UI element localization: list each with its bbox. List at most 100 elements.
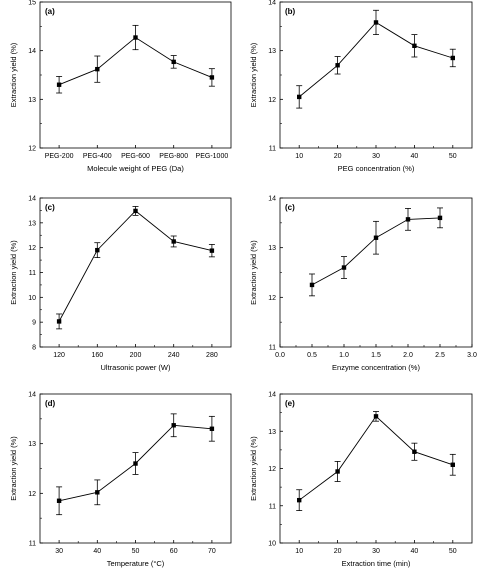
y-tick-label: 10 — [28, 295, 36, 302]
x-tick-label: 50 — [132, 548, 140, 555]
y-tick-label: 14 — [268, 0, 276, 7]
data-point-marker — [335, 63, 340, 68]
data-point-marker — [133, 208, 138, 214]
x-tick-label: 10 — [295, 548, 303, 555]
series-line — [298, 415, 453, 501]
data-point-marker — [171, 423, 176, 428]
data-point-marker — [209, 426, 215, 431]
x-tick-label: 0.0 — [275, 352, 285, 359]
x-axis-title: Ultrasonic power (W) — [100, 363, 171, 372]
panel-label: (c) — [285, 203, 295, 212]
y-tick-label: 12 — [268, 466, 276, 473]
data-point-marker — [95, 66, 100, 72]
y-tick-label: 13 — [28, 97, 36, 104]
x-tick-label: PEG-400 — [83, 153, 112, 160]
data-point-marker — [133, 461, 138, 466]
y-tick-label: 13 — [268, 429, 276, 436]
data-point-marker — [133, 35, 138, 40]
data-point-marker — [373, 414, 379, 419]
y-axis-title: Extraction yield (%) — [9, 436, 18, 501]
y-tick-label: 13 — [268, 245, 276, 252]
y-tick-label: 13 — [268, 48, 276, 55]
x-tick-label: 240 — [168, 352, 180, 359]
x-tick-label: 280 — [206, 352, 218, 359]
x-tick-label: 30 — [372, 548, 380, 555]
x-tick-label: 20 — [334, 153, 342, 160]
data-point-marker — [56, 498, 62, 503]
y-tick-label: 10 — [268, 541, 276, 548]
x-tick-label: 30 — [372, 153, 380, 160]
plot-frame — [279, 197, 473, 348]
data-point-marker — [335, 469, 340, 474]
chart-panel-4: 11 12 13 14 0.0 0.5 1.0 1.5 2.0 2.5 3.0 (c) Enzyme c… — [249, 196, 477, 373]
chart-panel-2: 11 12 13 14 10 20 30 40 50 (b) PEG concentration (… — [249, 0, 473, 173]
x-tick-label: 40 — [411, 153, 419, 160]
x-tick-label: 0.5 — [307, 352, 317, 359]
data-point-marker — [95, 247, 100, 253]
series-line — [58, 210, 213, 322]
y-tick-label: 12 — [28, 245, 36, 252]
plot-frame — [39, 197, 232, 348]
chart-panel-6: 10 11 12 13 14 10 20 30 40 50 (e) Extraction time (… — [249, 392, 473, 568]
y-tick-label: 14 — [268, 392, 276, 399]
data-point-marker — [450, 462, 455, 467]
x-axis-title: PEG concentration (%) — [338, 164, 415, 173]
x-tick-label: 160 — [91, 352, 103, 359]
y-tick-label: 11 — [269, 146, 276, 153]
y-tick-label: 13 — [28, 441, 36, 448]
x-tick-label: 20 — [334, 548, 342, 555]
data-point-marker — [412, 43, 417, 48]
x-tick-label: PEG-600 — [121, 153, 150, 160]
x-tick-label: 50 — [449, 153, 457, 160]
data-point-marker — [209, 248, 215, 253]
data-point-marker — [405, 217, 411, 222]
y-axis-title: Extraction yield (%) — [249, 436, 258, 501]
panel-label: (e) — [285, 399, 295, 408]
x-tick-label: 1.5 — [371, 352, 381, 359]
chart-panel-5: 11 12 13 14 30 40 50 60 70 (d) Temperature (°C) Ext… — [9, 392, 232, 568]
x-axis-title: Molecule weight of PEG (Da) — [87, 164, 184, 173]
data-point-marker — [373, 20, 379, 25]
x-axis-title: Temperature (°C) — [107, 559, 165, 568]
y-tick-label: 15 — [28, 0, 36, 7]
x-tick-label: 2.5 — [435, 352, 445, 359]
x-tick-label: 10 — [295, 153, 303, 160]
y-tick-label: 12 — [28, 146, 36, 153]
data-point-marker — [341, 265, 347, 270]
data-point-marker — [209, 75, 215, 80]
y-tick-label: 14 — [268, 196, 276, 203]
x-tick-label: 120 — [53, 352, 65, 359]
data-point-marker — [450, 55, 455, 61]
y-tick-label: 14 — [28, 48, 36, 55]
x-tick-label: 40 — [93, 548, 101, 555]
data-point-marker — [171, 239, 176, 244]
plot-frame — [39, 1, 232, 149]
x-tick-label: 200 — [130, 352, 142, 359]
data-point-marker — [297, 497, 302, 503]
y-tick-label: 12 — [268, 97, 276, 104]
x-tick-label: PEG-1000 — [196, 153, 229, 160]
panel-label: (b) — [285, 7, 296, 16]
x-tick-label: 30 — [55, 548, 63, 555]
y-tick-label: 12 — [28, 491, 36, 498]
y-tick-label: 12 — [268, 295, 276, 302]
x-tick-label: 2.0 — [403, 352, 413, 359]
x-tick-label: PEG-200 — [45, 153, 74, 160]
x-tick-label: 1.0 — [339, 352, 349, 359]
y-tick-label: 9 — [32, 320, 36, 327]
x-tick-label: 3.0 — [467, 352, 477, 359]
y-tick-label: 11 — [269, 345, 276, 352]
x-tick-label: PEG-800 — [159, 153, 188, 160]
y-tick-label: 11 — [29, 541, 36, 548]
chart-panel-3: 8 9 10 11 12 13 14 120 160 200 240 280 (c) Ultrasonic… — [9, 196, 232, 372]
data-point-marker — [309, 282, 315, 288]
y-axis-title: Extraction yield (%) — [9, 240, 18, 305]
data-point-marker — [412, 449, 417, 454]
y-tick-label: 14 — [28, 196, 36, 203]
data-point-marker — [56, 319, 62, 324]
data-point-marker — [95, 490, 100, 495]
y-tick-label: 13 — [28, 220, 36, 227]
panel-label: (d) — [45, 399, 56, 408]
panel-label: (c) — [45, 203, 55, 212]
y-tick-label: 8 — [32, 345, 36, 352]
